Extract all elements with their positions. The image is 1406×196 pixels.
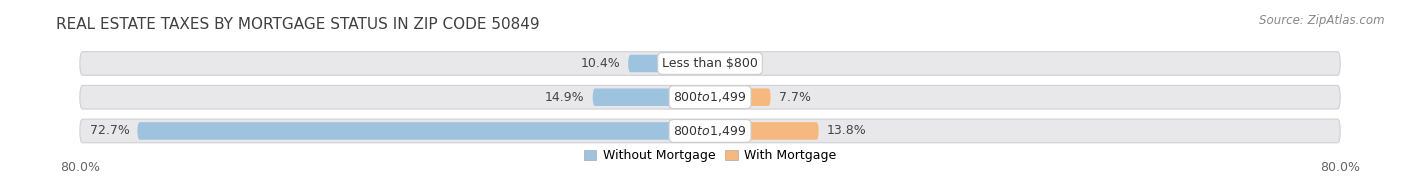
Text: 0.0%: 0.0% bbox=[718, 57, 749, 70]
Text: 13.8%: 13.8% bbox=[827, 124, 866, 137]
Text: $800 to $1,499: $800 to $1,499 bbox=[673, 90, 747, 104]
FancyBboxPatch shape bbox=[80, 52, 1340, 75]
Text: REAL ESTATE TAXES BY MORTGAGE STATUS IN ZIP CODE 50849: REAL ESTATE TAXES BY MORTGAGE STATUS IN … bbox=[56, 17, 540, 33]
Text: 72.7%: 72.7% bbox=[90, 124, 129, 137]
FancyBboxPatch shape bbox=[628, 55, 710, 72]
Text: $800 to $1,499: $800 to $1,499 bbox=[673, 124, 747, 138]
Text: Source: ZipAtlas.com: Source: ZipAtlas.com bbox=[1260, 14, 1385, 27]
FancyBboxPatch shape bbox=[80, 85, 1340, 109]
Text: 14.9%: 14.9% bbox=[546, 91, 585, 104]
Text: 10.4%: 10.4% bbox=[581, 57, 620, 70]
FancyBboxPatch shape bbox=[138, 122, 710, 140]
FancyBboxPatch shape bbox=[593, 88, 710, 106]
Legend: Without Mortgage, With Mortgage: Without Mortgage, With Mortgage bbox=[579, 144, 841, 167]
FancyBboxPatch shape bbox=[710, 88, 770, 106]
FancyBboxPatch shape bbox=[710, 122, 818, 140]
Text: Less than $800: Less than $800 bbox=[662, 57, 758, 70]
FancyBboxPatch shape bbox=[80, 119, 1340, 143]
Text: 7.7%: 7.7% bbox=[779, 91, 811, 104]
